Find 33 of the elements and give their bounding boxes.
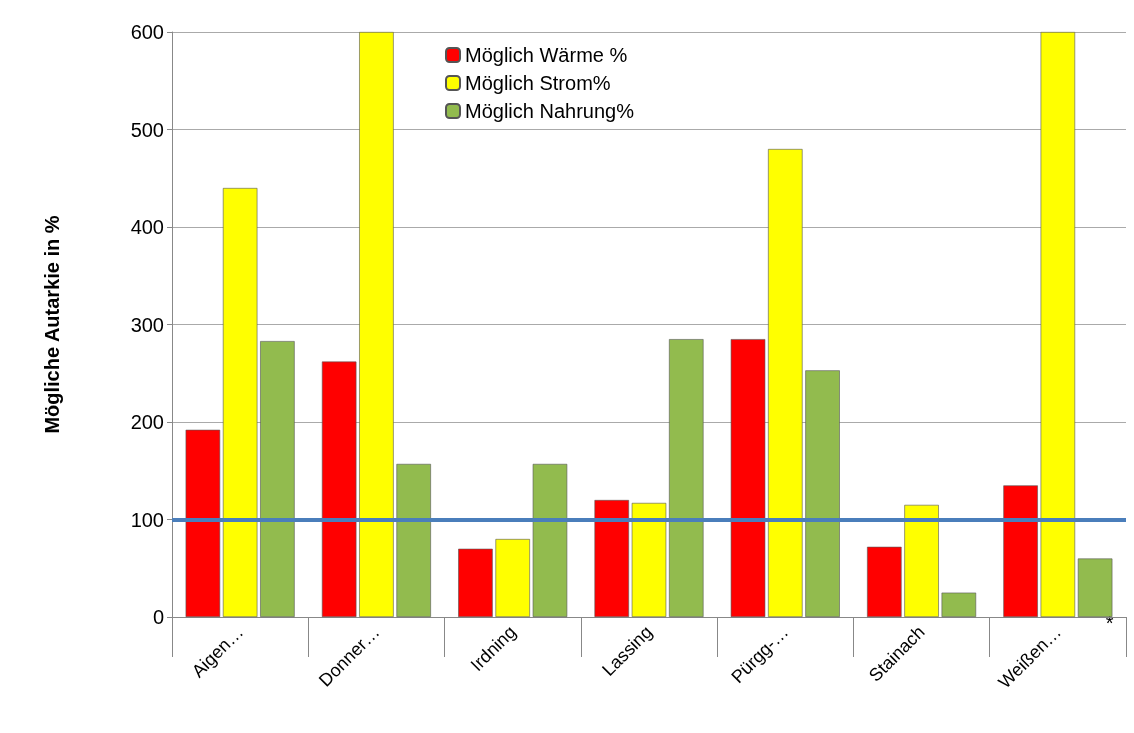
bar [495, 539, 530, 617]
y-tick-label: 500 [130, 118, 164, 141]
y-tick-label: 600 [130, 21, 164, 43]
bar [260, 341, 295, 617]
bar [1077, 558, 1113, 617]
bar [1040, 31, 1076, 617]
bar [768, 149, 803, 617]
bar [359, 31, 394, 617]
bar [222, 188, 258, 617]
bar [532, 463, 568, 617]
bar [631, 502, 667, 617]
bar [867, 546, 902, 617]
bar [730, 339, 766, 617]
annotation: * [1105, 612, 1114, 634]
y-axis-title: Mögliche Autarkie in % [41, 215, 63, 434]
y-tick-label: 400 [130, 216, 164, 238]
bar [396, 463, 431, 617]
y-tick-label: 0 [152, 606, 164, 628]
y-tick-label: 200 [130, 411, 164, 433]
y-tick-label: 100 [130, 508, 164, 531]
bar [594, 500, 629, 617]
bar [185, 429, 221, 617]
y-tick-label: 300 [130, 313, 164, 336]
bar [904, 504, 939, 617]
bar [805, 370, 840, 617]
bar [321, 361, 357, 617]
bar [669, 339, 704, 617]
bar [941, 592, 977, 617]
bar [1003, 485, 1038, 617]
legend-label: Möglich Wärme % [465, 44, 628, 66]
legend-label: Möglich Strom% [465, 72, 611, 94]
legend-label: Möglich Nahrung% [465, 100, 635, 122]
bar [458, 548, 493, 617]
